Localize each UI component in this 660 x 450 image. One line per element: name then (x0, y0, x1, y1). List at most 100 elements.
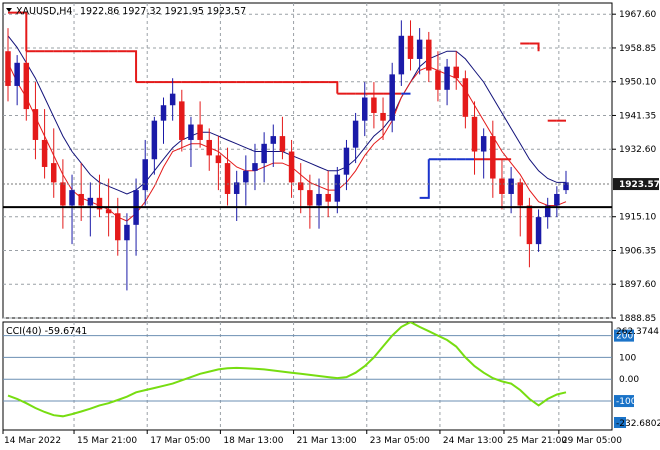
candle-body (307, 190, 313, 206)
candle-body (288, 151, 295, 183)
candle-body (325, 193, 331, 202)
time-tick-label: 17 Mar 05:00 (150, 436, 210, 446)
candle-body (32, 109, 39, 140)
sar-segment (328, 81, 339, 94)
candle-body (105, 209, 112, 214)
candle-body (50, 163, 57, 183)
candle-body (380, 112, 386, 121)
cci-panel-title: CCI(40) -59.6741 (6, 326, 87, 337)
candle-body (563, 182, 569, 191)
candle-body (444, 66, 450, 90)
sar-layer (8, 11, 566, 199)
candle-body (426, 39, 432, 71)
candle-body (179, 101, 185, 140)
time-tick-label: 24 Mar 13:00 (443, 436, 503, 446)
cci-level-label: 0.00 (619, 375, 639, 385)
candle-body (5, 51, 11, 86)
candle-body (233, 182, 240, 194)
time-tick-label: 25 Mar 21:00 (507, 436, 567, 446)
candle-body (188, 124, 194, 140)
price-tick-label: 1932.60 (619, 145, 656, 155)
candle-body (362, 97, 368, 121)
cci-level-tag (614, 329, 634, 342)
price-tick-label: 1906.35 (619, 246, 656, 256)
candle-body (334, 174, 341, 202)
candle-body (544, 205, 551, 218)
candle-body (453, 66, 459, 79)
price-tick-label: 1941.35 (619, 111, 656, 121)
candle-body (554, 193, 560, 206)
candle-body (407, 35, 414, 59)
cci-axis: 200 100 0.00 -100 (614, 329, 639, 408)
candle-body (389, 74, 395, 121)
cci-min-label: -232.6802 (616, 419, 660, 429)
candle-body (115, 213, 121, 241)
candle-body (316, 193, 322, 206)
candle-body (499, 178, 505, 194)
symbol-timeframe: XAUUSD,H4 (16, 6, 72, 17)
time-tick-label: 29 Mar 05:00 (562, 436, 622, 446)
candle-body (142, 159, 148, 191)
price-tick-label: 1950.10 (619, 78, 656, 88)
candle-body (279, 136, 286, 152)
time-axis: 14 Mar 2022 15 Mar 21:00 17 Mar 05:00 18 Ma… (2, 430, 622, 446)
candle-body (23, 62, 30, 110)
candle-body (462, 78, 469, 117)
candle-body (343, 147, 350, 175)
candle-body (96, 197, 103, 210)
cci-level-label: 100 (619, 353, 636, 363)
moving-averages-layer (7, 35, 567, 222)
cci-level-label: -100 (616, 397, 637, 407)
candle-body (398, 35, 405, 75)
price-tick-label: 1967.60 (619, 10, 656, 20)
candle-body (224, 163, 231, 194)
candle-body (371, 97, 377, 113)
candle-body (87, 197, 94, 206)
price-tick-label: 1897.60 (619, 280, 656, 290)
candle-body (480, 136, 487, 152)
candle-body (215, 155, 222, 164)
candle-body (60, 182, 66, 206)
candle-body (297, 182, 304, 191)
candle-body (535, 217, 542, 245)
candle-body (517, 182, 524, 206)
sar-segment (419, 159, 430, 199)
candle-body (169, 93, 176, 106)
cci-level-label: 200 (616, 332, 633, 342)
candle-body (526, 205, 533, 245)
cci-level-lines (3, 335, 612, 402)
candle-body (14, 62, 20, 86)
main-panel-frame (2, 2, 613, 319)
sar-segment (529, 42, 540, 52)
candle-body (471, 116, 478, 152)
candle-body (160, 105, 167, 121)
cci-min-label-bg (614, 417, 626, 428)
price-tick-label: 1888.85 (619, 314, 656, 324)
candle-body (41, 139, 48, 167)
cci-panel-frame (2, 321, 613, 431)
triangle-down-icon[interactable] (6, 8, 12, 12)
cci-max-label: 262.3744 (616, 327, 659, 337)
time-tick-label: 18 Mar 13:00 (223, 436, 283, 446)
time-tick-label: 14 Mar 2022 (4, 436, 61, 446)
candle-body (435, 70, 441, 90)
sar-segment (126, 50, 138, 83)
candle-body (69, 190, 75, 206)
candle-body (261, 143, 267, 164)
candle-body (490, 136, 496, 179)
time-tick-label: 21 Mar 13:00 (297, 436, 357, 446)
time-tick-label: 15 Mar 21:00 (77, 436, 137, 446)
candle-body (197, 124, 203, 140)
cci-line-layer (7, 322, 567, 418)
candle-body (243, 170, 249, 183)
candle-body (352, 120, 359, 148)
candle-body (270, 136, 277, 144)
ma-slow-line (7, 35, 566, 195)
candle-body (206, 139, 212, 156)
cci-level-tag (614, 395, 634, 408)
price-axis: 1967.60 1958.85 1950.10 1941.35 1932.60 1915.… (612, 10, 656, 324)
price-tick-label: 1958.85 (619, 44, 656, 54)
candle-body (508, 178, 514, 194)
